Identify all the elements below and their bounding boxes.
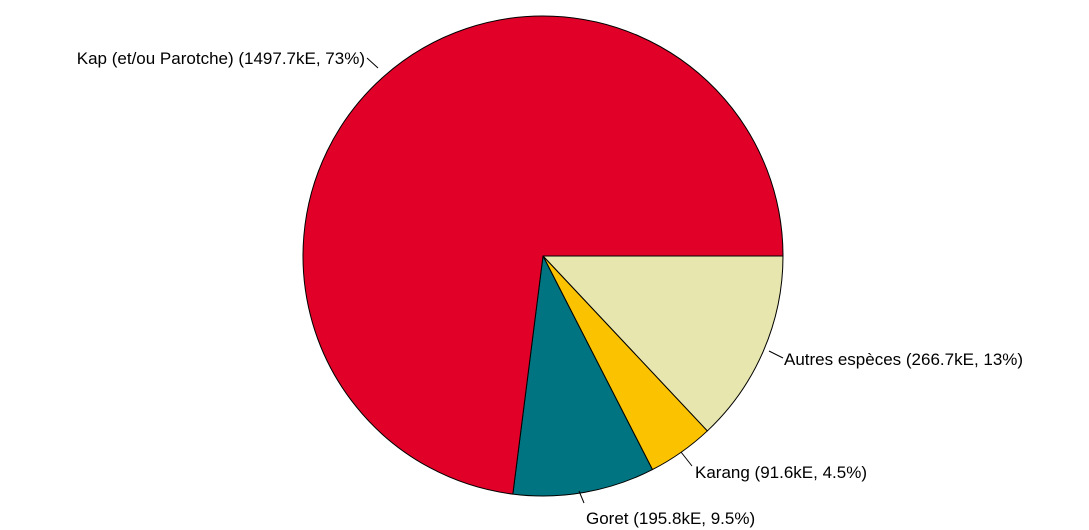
leader-line-karang: [680, 451, 693, 467]
slice-label-goret: Goret (195.8kE, 9.5%): [586, 509, 755, 528]
pie-slice-kap-et-ou-parotche: [302, 15, 784, 495]
slices-layer: [302, 15, 784, 497]
leader-line-kap-et-ou-parotche: [366, 57, 379, 69]
slice-label-karang: Karang (91.6kE, 4.5%): [695, 463, 867, 482]
pie-slice-goret: [512, 255, 653, 497]
slice-label-autres-especes: Autres espèces (266.7kE, 13%): [784, 350, 1023, 369]
slice-label-kap-et-ou-parotche: Kap (et/ou Parotche) (1497.7kE, 73%): [77, 49, 365, 68]
leader-line-autres-especes: [768, 350, 784, 359]
labels-layer: Autres espèces (266.7kE, 13%) Karang (91.…: [77, 49, 1023, 528]
leader-line-goret: [578, 490, 585, 504]
pie-slice-autres-especes: [542, 255, 784, 432]
